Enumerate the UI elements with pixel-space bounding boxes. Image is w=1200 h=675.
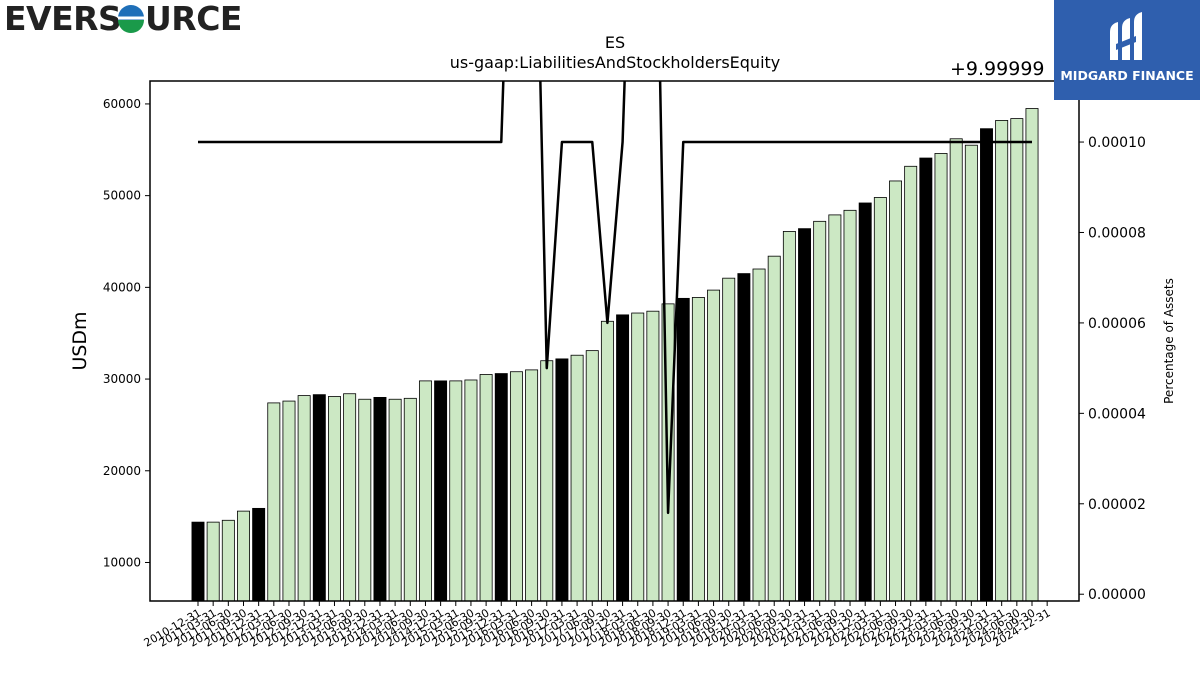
bar — [889, 180, 902, 601]
bar — [509, 371, 523, 601]
y-tick-label: 10000 — [103, 555, 141, 569]
y-tick-label: 20000 — [103, 464, 141, 478]
bar — [388, 398, 402, 601]
y-axis-right: 0.00000 0.00002 0.00004 0.00006 0.00008 0.000… — [1079, 135, 1146, 603]
bar — [767, 255, 781, 601]
y-tick-label: 30000 — [103, 372, 141, 386]
bar — [312, 394, 326, 601]
bar — [980, 128, 993, 601]
bar — [252, 507, 266, 601]
bar — [949, 138, 963, 601]
bar — [858, 202, 872, 601]
bar — [494, 373, 508, 601]
bar — [358, 398, 372, 601]
bar — [813, 220, 827, 601]
bar — [707, 289, 721, 601]
bar — [328, 396, 341, 601]
bar — [722, 277, 736, 601]
bar — [752, 268, 766, 601]
bar — [479, 374, 493, 601]
bar — [434, 380, 448, 601]
y2-tick-label: 0.00010 — [1088, 135, 1146, 151]
y2-tick-label: 0.00006 — [1088, 316, 1146, 332]
eversource-logo: EVERS URCE — [4, 0, 244, 40]
bar — [206, 521, 220, 601]
bar — [646, 310, 660, 601]
chart-title: ES — [605, 33, 625, 52]
bar — [1025, 108, 1039, 601]
line-series — [198, 81, 1032, 515]
bar — [418, 380, 432, 601]
y-tick-label: 50000 — [103, 189, 141, 203]
bar — [995, 120, 1009, 601]
x-axis: 2010-12-312011-03-312011-06-302011-09-30… — [142, 601, 1053, 650]
y2-tick-label: 0.00002 — [1088, 497, 1146, 513]
bar — [737, 273, 751, 601]
midgard-finance-logo: MIDGARD FINANCE — [1054, 0, 1200, 100]
bar — [403, 397, 417, 601]
bar — [782, 231, 796, 601]
bar — [904, 165, 918, 601]
bar — [237, 510, 250, 601]
bar — [585, 350, 599, 601]
bar — [798, 228, 812, 601]
bar — [525, 369, 539, 601]
bar — [373, 396, 387, 601]
midgard-logo-text: MIDGARD FINANCE — [1060, 68, 1194, 83]
bar — [616, 314, 630, 601]
bar — [873, 197, 887, 601]
eversource-logo-text-ever: EVERS — [4, 0, 121, 38]
bar — [282, 400, 296, 601]
y2-axis-label: Percentage of Assets — [1162, 278, 1176, 404]
bar — [843, 209, 857, 601]
y-axis-left: 10000 20000 30000 40000 50000 60000 — [103, 97, 150, 569]
y-tick-label: 60000 — [103, 97, 141, 111]
y2-tick-label: 0.00008 — [1088, 225, 1146, 241]
y2-tick-label: 0.00000 — [1088, 587, 1146, 603]
bar — [555, 358, 569, 601]
bar — [449, 380, 463, 601]
bar — [267, 402, 281, 601]
bar — [934, 153, 948, 601]
eversource-logo-mark: EVERS URCE — [4, 0, 242, 38]
bar — [676, 297, 690, 601]
midgard-logo-icon — [1110, 12, 1142, 60]
bar — [464, 379, 478, 601]
chart-subtitle: us-gaap:LiabilitiesAndStockholdersEquity — [450, 53, 781, 72]
bar — [570, 354, 584, 601]
bar — [828, 214, 842, 601]
bar — [600, 320, 614, 601]
bar — [919, 157, 933, 601]
bar — [191, 521, 205, 601]
y-axis-label: USDm — [69, 311, 91, 370]
bar — [691, 297, 705, 601]
bar — [964, 144, 978, 601]
bars-layer — [191, 108, 1039, 601]
eversource-o-icon — [118, 5, 144, 33]
y-tick-label: 40000 — [103, 280, 141, 294]
bar — [1010, 118, 1024, 601]
bar — [297, 395, 311, 601]
bar — [631, 312, 645, 601]
y2-tick-label: 0.00004 — [1088, 406, 1146, 422]
plot-frame — [149, 80, 1080, 602]
line-layer — [198, 81, 1032, 515]
eversource-logo-text-urce: URCE — [145, 0, 242, 38]
bar — [221, 519, 235, 601]
offset-label: +9.99999 — [950, 58, 1045, 80]
bar — [343, 393, 357, 601]
bar — [540, 360, 554, 601]
